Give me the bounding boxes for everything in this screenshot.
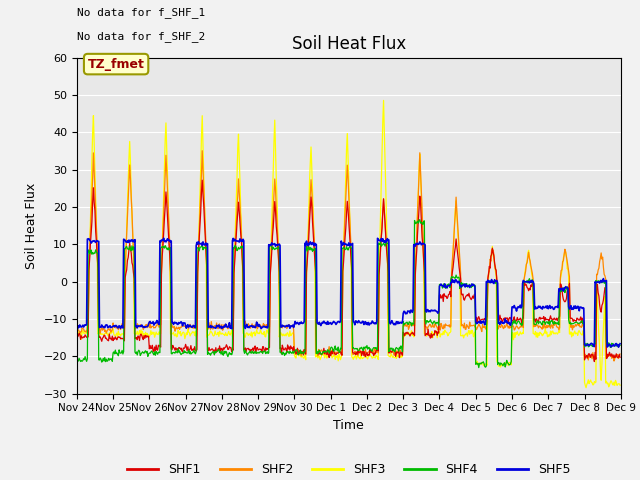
SHF1: [73, 331, 81, 337]
Line: SHF3: SHF3: [77, 100, 620, 388]
SHF1: [198, 177, 206, 183]
SHF3: [223, 332, 230, 338]
SHF2: [73, 328, 81, 334]
Text: No data for f_SHF_2: No data for f_SHF_2: [77, 31, 205, 42]
SHF2: [616, 351, 624, 357]
SHF1: [431, 328, 439, 334]
SHF4: [415, 220, 422, 226]
SHF3: [582, 385, 590, 391]
SHF5: [160, 235, 168, 241]
Line: SHF5: SHF5: [77, 238, 620, 347]
SHF3: [616, 382, 624, 388]
SHF2: [223, 324, 231, 330]
SHF4: [194, 245, 202, 251]
SHF4: [223, 349, 230, 355]
SHF2: [198, 148, 206, 154]
SHF5: [139, 324, 147, 329]
SHF4: [139, 349, 147, 355]
Line: SHF2: SHF2: [77, 151, 620, 361]
SHF4: [416, 217, 424, 223]
SHF1: [415, 206, 423, 212]
SHF5: [195, 239, 202, 244]
Y-axis label: Soil Heat Flux: Soil Heat Flux: [25, 182, 38, 269]
SHF5: [431, 307, 439, 313]
SHF1: [223, 343, 231, 349]
Legend: SHF1, SHF2, SHF3, SHF4, SHF5: SHF1, SHF2, SHF3, SHF4, SHF5: [122, 458, 575, 480]
SHF3: [415, 165, 423, 171]
SHF3: [431, 328, 439, 334]
SHF4: [616, 343, 624, 348]
SHF3: [73, 331, 81, 336]
SHF2: [415, 172, 423, 178]
SHF1: [616, 354, 624, 360]
Line: SHF1: SHF1: [77, 180, 620, 361]
SHF3: [83, 330, 90, 336]
SHF3: [380, 97, 387, 103]
SHF5: [415, 241, 423, 247]
SHF4: [83, 359, 90, 364]
SHF1: [83, 335, 90, 340]
SHF4: [475, 365, 483, 371]
SHF4: [73, 359, 81, 364]
SHF2: [610, 358, 618, 364]
SHF4: [431, 319, 439, 325]
Title: Soil Heat Flux: Soil Heat Flux: [292, 35, 406, 53]
SHF2: [431, 321, 439, 327]
SHF5: [616, 341, 624, 347]
SHF3: [194, 274, 202, 279]
SHF5: [73, 324, 81, 330]
SHF2: [139, 324, 147, 329]
SHF1: [591, 359, 598, 364]
SHF1: [194, 270, 202, 276]
SHF5: [614, 344, 622, 350]
Text: TZ_fmet: TZ_fmet: [88, 58, 145, 71]
SHF5: [223, 324, 231, 330]
Line: SHF4: SHF4: [77, 220, 620, 368]
SHF1: [139, 335, 147, 341]
SHF2: [194, 264, 202, 270]
Text: No data for f_SHF_1: No data for f_SHF_1: [77, 7, 205, 18]
SHF2: [83, 329, 90, 335]
X-axis label: Time: Time: [333, 419, 364, 432]
SHF5: [83, 322, 90, 327]
SHF3: [139, 328, 147, 334]
